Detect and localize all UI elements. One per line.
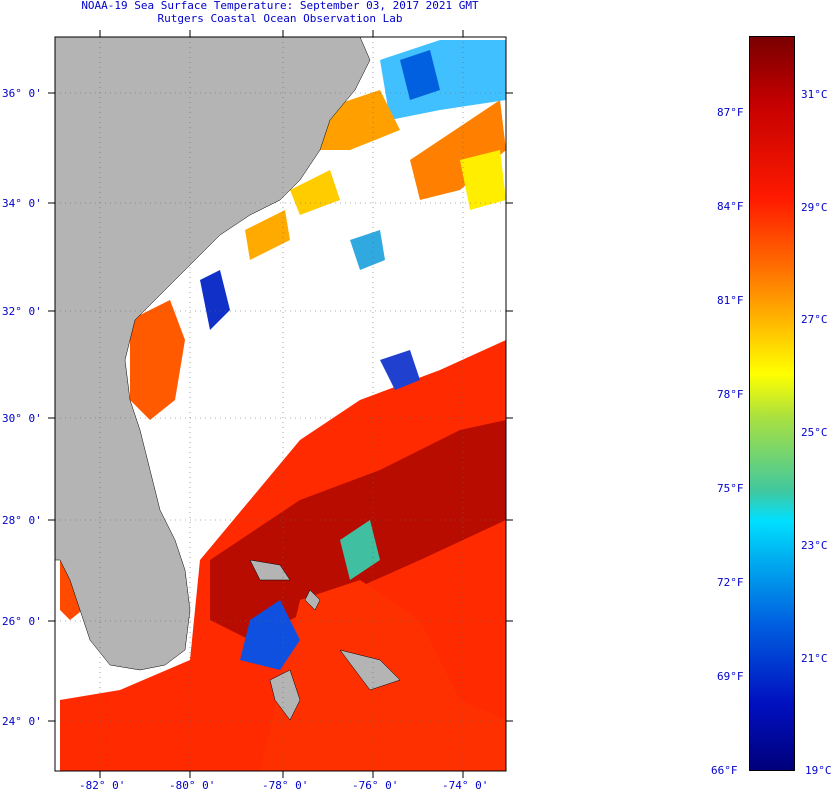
lat-label: 24° 0' — [2, 715, 42, 728]
lon-label: -80° 0' — [169, 779, 216, 792]
map-subtitle: Rutgers Coastal Ocean Observation Lab — [157, 12, 403, 25]
colorbar-f-label: 81°F — [717, 294, 744, 307]
colorbar-f-label: 66°F — [711, 764, 738, 777]
colorbar-f-label: 84°F — [717, 200, 744, 213]
colorbar-c-label: 31°C — [801, 88, 828, 101]
lon-label: -74° 0' — [442, 779, 489, 792]
lat-label: 36° 0' — [2, 87, 42, 100]
colorbar-f-label: 69°F — [717, 670, 744, 683]
lon-label: -82° 0' — [79, 779, 126, 792]
colorbar-c-label: 19°C — [805, 764, 832, 777]
lat-label: 30° 0' — [2, 412, 42, 425]
colorbar-f-label: 78°F — [717, 388, 744, 401]
axis-ticks — [48, 30, 513, 778]
lon-label: -76° 0' — [352, 779, 399, 792]
graticule — [55, 37, 506, 771]
colorbar-c-label: 23°C — [801, 539, 828, 552]
islands — [249, 559, 401, 721]
cool-patches — [200, 50, 506, 670]
map-frame — [54, 36, 507, 772]
colorbar-c-label: 21°C — [801, 652, 828, 665]
colorbar-c-label: 29°C — [801, 201, 828, 214]
temperature-colorbar — [749, 36, 795, 771]
land-mass — [54, 36, 371, 671]
colorbar-f-label: 87°F — [717, 106, 744, 119]
lon-label: -78° 0' — [262, 779, 309, 792]
lat-label: 26° 0' — [2, 615, 42, 628]
colorbar-c-label: 25°C — [801, 426, 828, 439]
lat-label: 34° 0' — [2, 197, 42, 210]
lat-label: 32° 0' — [2, 305, 42, 318]
lat-label: 28° 0' — [2, 514, 42, 527]
colorbar-f-label: 72°F — [717, 576, 744, 589]
colorbar-f-label: 75°F — [717, 482, 744, 495]
map-title: NOAA-19 Sea Surface Temperature: Septemb… — [81, 0, 479, 12]
colorbar-c-label: 27°C — [801, 313, 828, 326]
